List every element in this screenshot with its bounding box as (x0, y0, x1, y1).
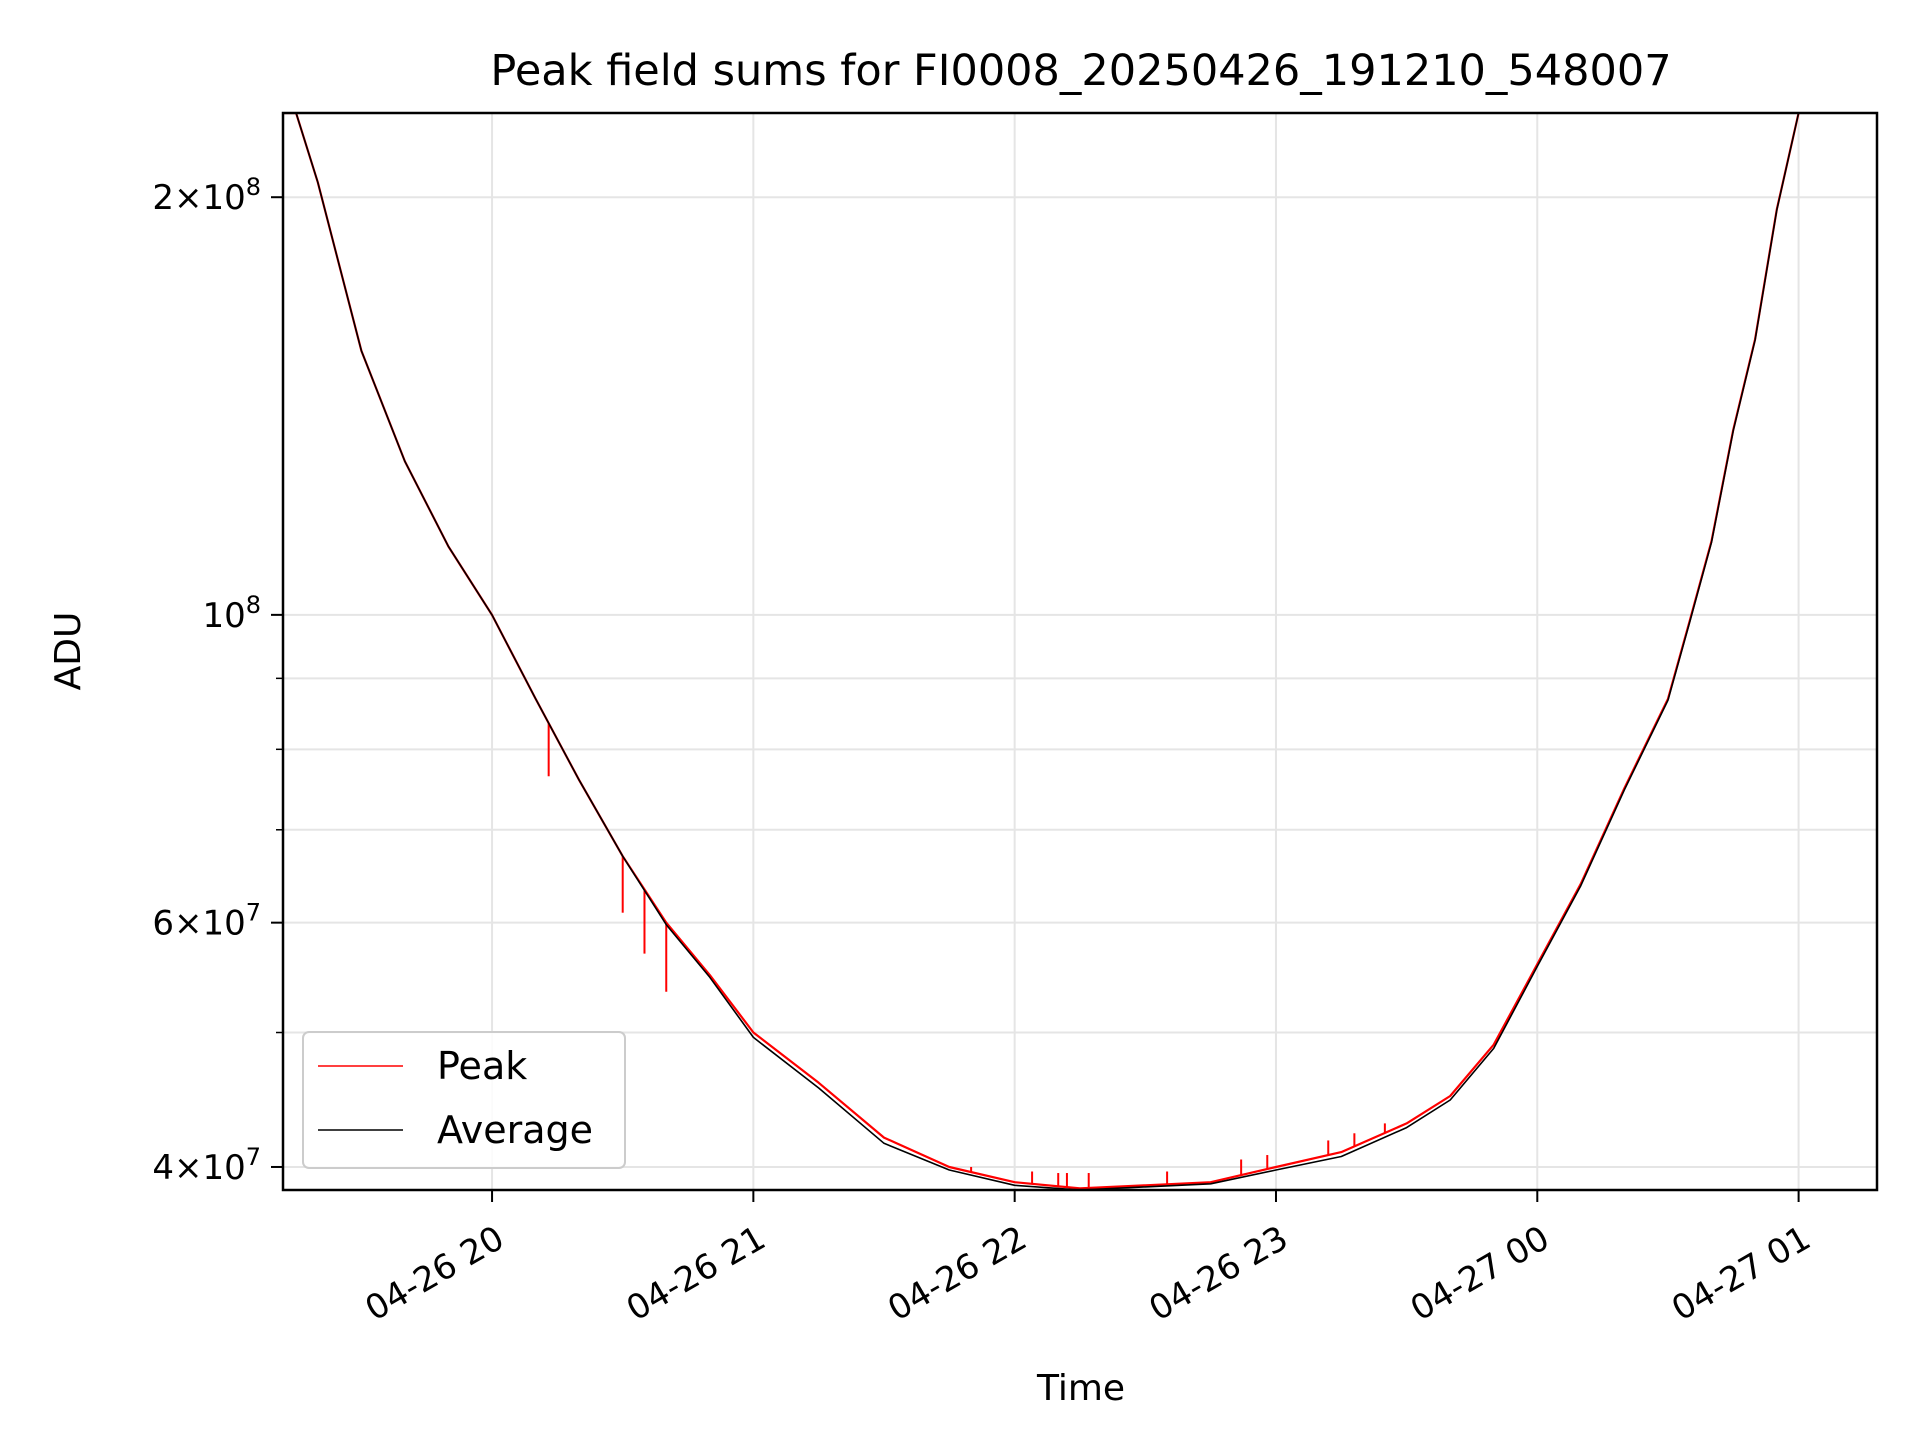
plot-frame (281, 111, 1879, 1192)
chart-title: Peak field sums for FI0008_20250426_1912… (490, 46, 1671, 96)
y-tick-label: 6×107 (152, 899, 261, 944)
legend: Peak Average (302, 1031, 626, 1169)
series-line-average (283, 113, 1800, 1190)
legend-label-peak: Peak (437, 1044, 527, 1088)
plot-series (283, 113, 1800, 1190)
y-tick-label: 4×107 (152, 1143, 261, 1188)
legend-label-average: Average (437, 1108, 593, 1152)
y-axis-ticks: 4×107 6×107 108 2×108 (152, 173, 283, 1188)
y-tick-label: 108 (202, 591, 261, 636)
y-axis-label: ADU (48, 612, 89, 691)
x-axis-label: Time (1036, 1368, 1125, 1409)
y-tick-label: 2×108 (152, 173, 261, 218)
